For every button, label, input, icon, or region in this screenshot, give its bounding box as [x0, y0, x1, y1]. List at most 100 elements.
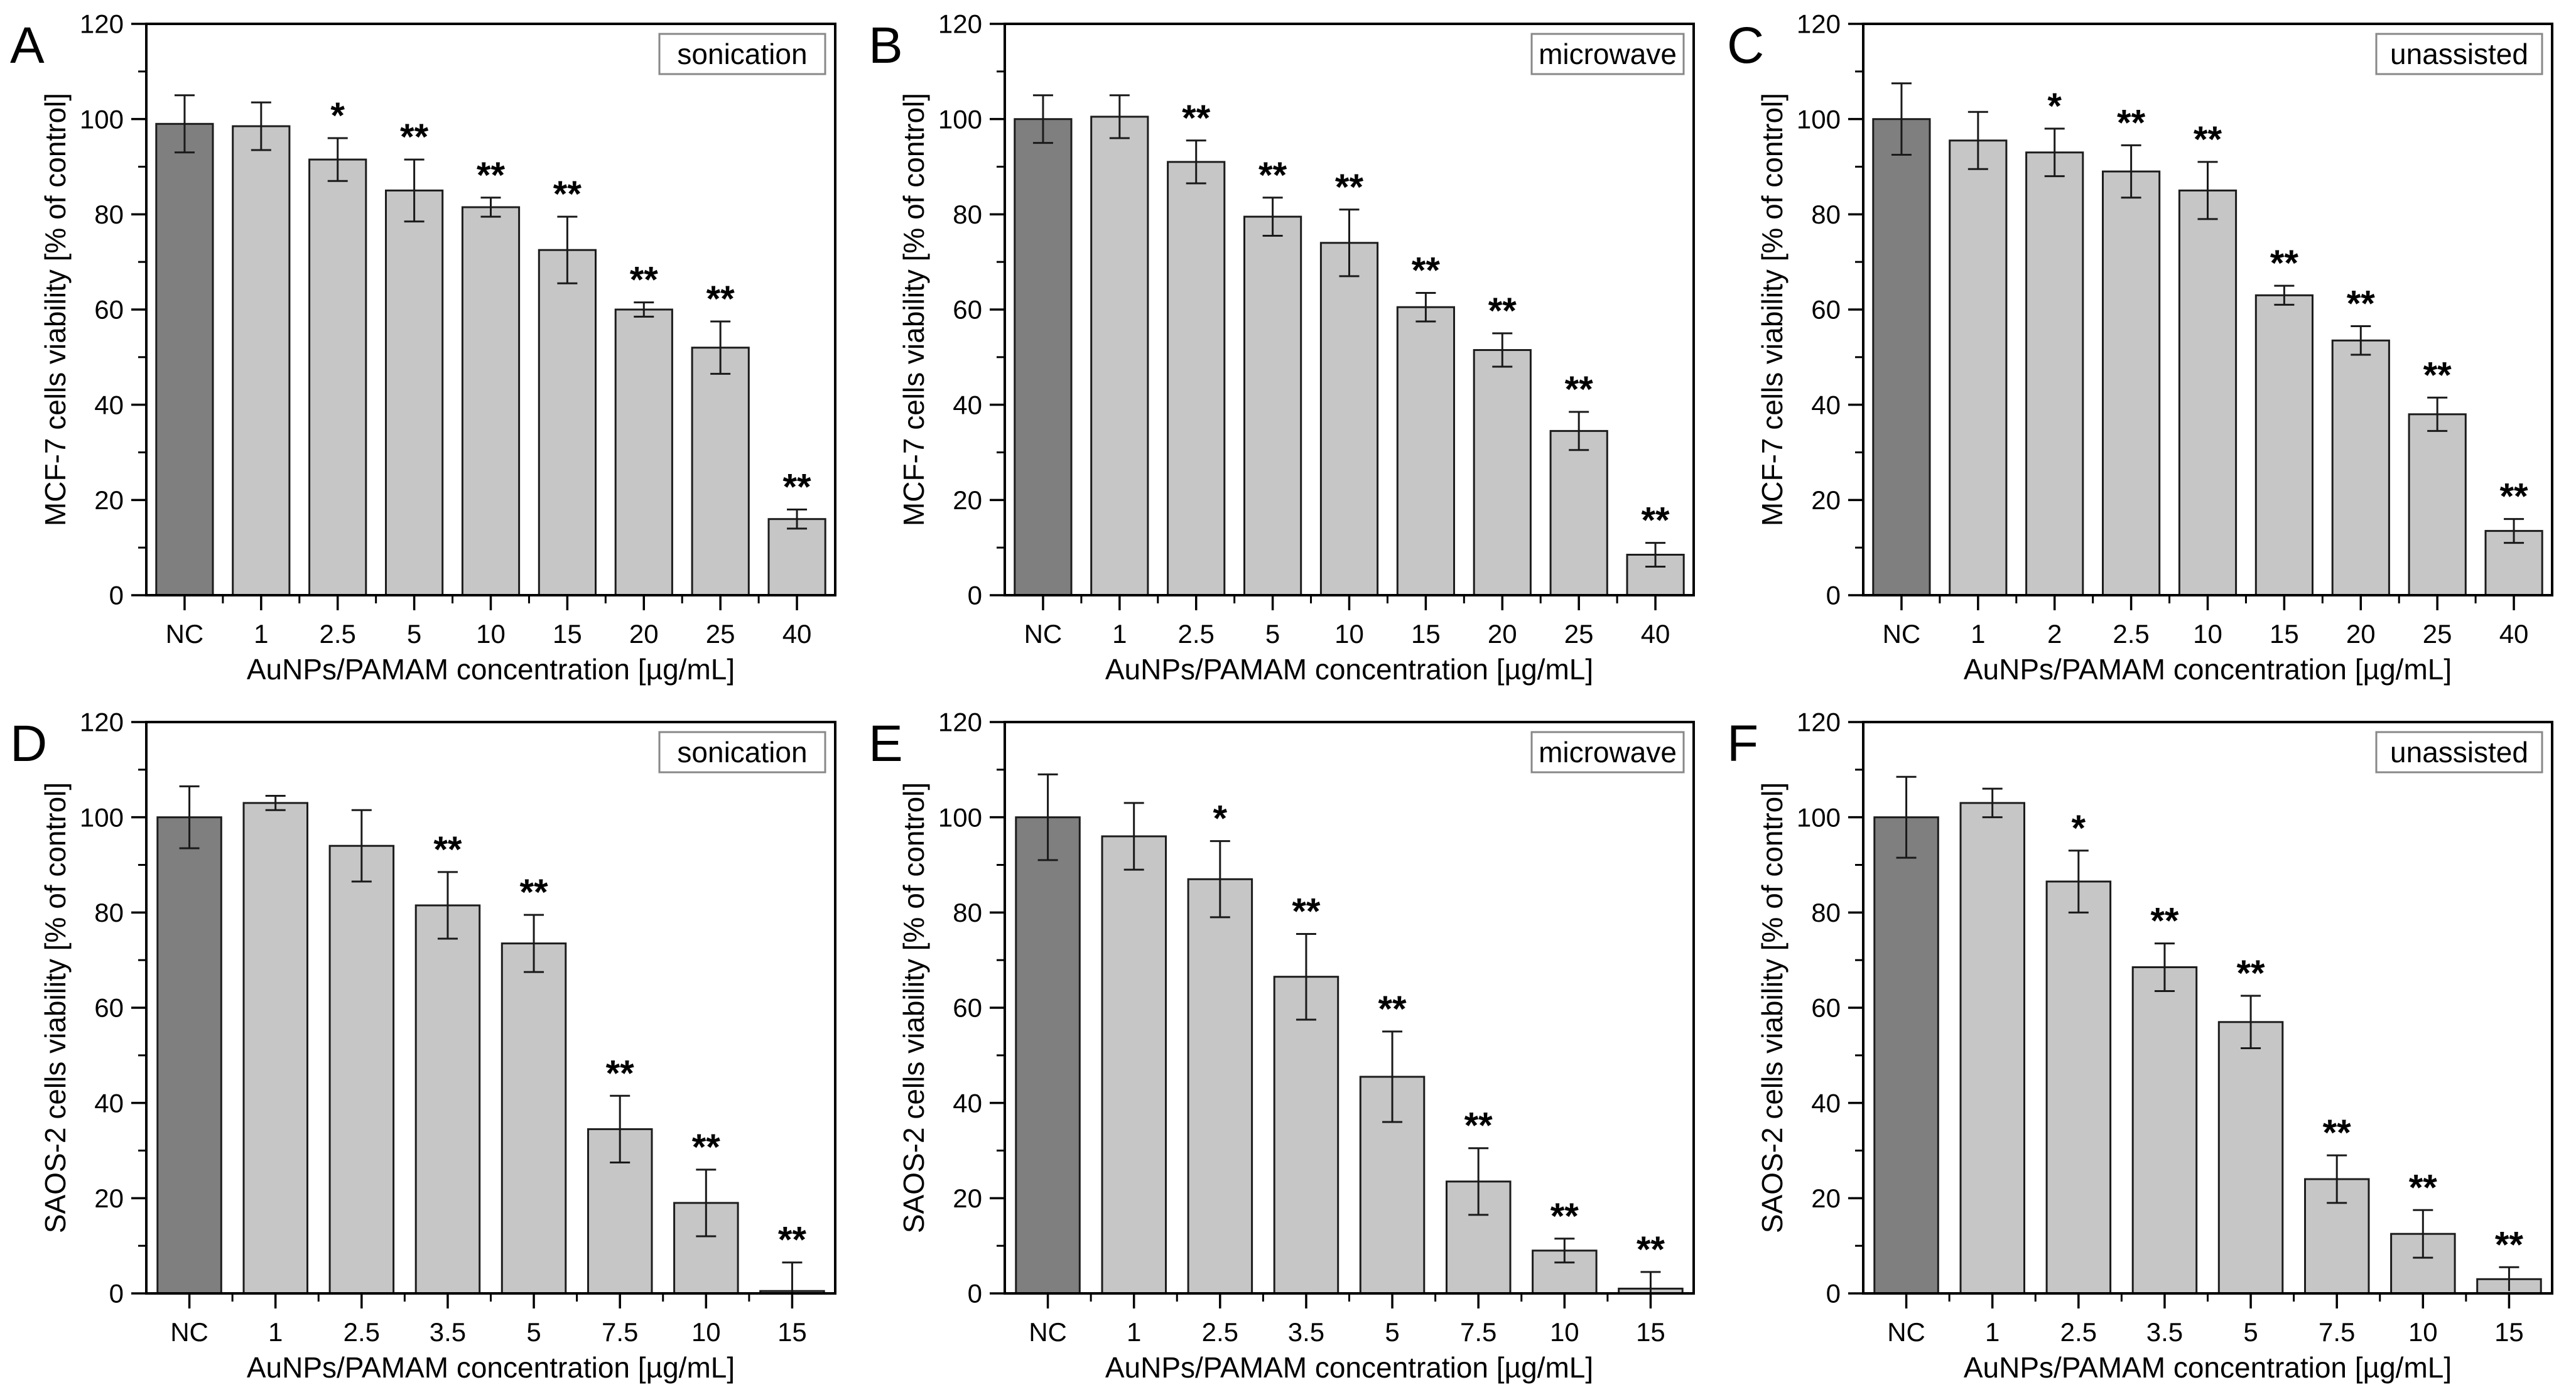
significance-marker: ** — [706, 279, 735, 320]
bar-10 — [461, 206, 521, 596]
y-tick-label: 120 — [1797, 9, 1841, 39]
y-axis-ticks: 0 20 40 60 80 100 120 — [938, 9, 1005, 610]
bar-2 — [2025, 151, 2084, 596]
panel-A-mcf7-sonication: 0 20 40 60 80 100 120 NC 1 2.5 5 10 15 20 25 40 * ** ** ** *… — [0, 0, 858, 698]
y-tick-label: 100 — [938, 802, 982, 832]
significance-marker: ** — [477, 155, 506, 196]
y-tick-label: 60 — [94, 993, 124, 1023]
y-tick-label: 80 — [953, 200, 982, 229]
significance-markers: ** ** ** ** ** ** ** — [1182, 98, 1670, 541]
bar-3.5 — [414, 904, 481, 1295]
significance-marker: ** — [553, 174, 582, 215]
x-tick-label: 5 — [2243, 1317, 2258, 1347]
bar-2.5 — [328, 844, 395, 1295]
panel-letter: D — [10, 715, 47, 772]
significance-marker: ** — [2194, 119, 2222, 160]
bar-1 — [1090, 116, 1149, 596]
significance-marker: ** — [400, 117, 429, 158]
bar-1 — [1959, 802, 2025, 1295]
plot-frame — [1004, 23, 1695, 596]
significance-marker: ** — [1412, 250, 1441, 291]
bar-NC — [156, 816, 222, 1295]
plot-frame — [1862, 23, 2553, 596]
x-axis-ticks: NC 1 2.5 3.5 5 7.5 10 15 — [1029, 1293, 1665, 1347]
x-tick-label: 10 — [2408, 1317, 2438, 1347]
plot-frame — [145, 721, 836, 1295]
x-tick-label: 1 — [1127, 1317, 1141, 1347]
panel-C-mcf7-unassisted: 0 20 40 60 80 100 120 NC 1 2 2.5 10 15 20 25 40 * ** ** ** *… — [1717, 0, 2575, 698]
x-tick-label: 40 — [2499, 619, 2529, 649]
legend: microwave — [1530, 731, 1685, 774]
bar-NC — [1015, 816, 1081, 1295]
panel-F-saos2-unassisted: 0 20 40 60 80 100 120 NC 1 2.5 3.5 5 7.5 10 15 * ** ** ** *… — [1717, 698, 2575, 1396]
plot-frame — [1862, 721, 2553, 1295]
x-tick-label: 5 — [407, 619, 421, 649]
y-tick-label: 80 — [94, 200, 124, 229]
x-axis-title: AuNPs/PAMAM concentration [µg/mL] — [247, 1351, 735, 1384]
y-axis-ticks: 0 20 40 60 80 100 120 — [1797, 708, 1863, 1308]
legend-label: microwave — [1539, 736, 1677, 769]
bar-NC — [1014, 118, 1073, 596]
significance-marker: ** — [1182, 98, 1211, 139]
significance-marker: ** — [1464, 1106, 1493, 1146]
y-tick-label: 20 — [953, 485, 982, 515]
significance-marker: ** — [606, 1053, 635, 1094]
x-tick-label: 25 — [2423, 619, 2452, 649]
error-bars — [1037, 773, 1661, 1293]
bar-2.5 — [308, 158, 367, 596]
y-tick-label: 60 — [1811, 295, 1841, 325]
y-tick-label: 100 — [80, 802, 124, 832]
y-tick-label: 40 — [94, 1088, 124, 1118]
legend-box — [1530, 33, 1685, 75]
significance-marker: ** — [2323, 1113, 2352, 1153]
legend: unassisted — [2375, 33, 2543, 75]
error-bars — [1891, 82, 2525, 544]
y-tick-label: 120 — [80, 708, 124, 737]
x-tick-label: 10 — [2193, 619, 2222, 649]
significance-marker: ** — [2495, 1224, 2524, 1265]
legend-label: unassisted — [2390, 736, 2528, 769]
significance-marker: ** — [1637, 1229, 1665, 1270]
bar-1 — [1101, 835, 1167, 1295]
significance-marker: ** — [1335, 167, 1364, 208]
y-tick-label: 20 — [94, 485, 124, 515]
panel-letter: E — [869, 715, 903, 772]
y-axis-title: SAOS-2 cells viability [% of control] — [897, 782, 930, 1233]
legend-label: sonication — [677, 736, 807, 769]
legend-box — [658, 731, 826, 774]
x-tick-label: 15 — [1636, 1317, 1665, 1347]
y-tick-label: 120 — [938, 9, 982, 39]
y-tick-label: 0 — [109, 1279, 124, 1308]
panel-B-mcf7-microwave: 0 20 40 60 80 100 120 NC 1 2.5 5 10 15 20 25 40 ** ** ** **… — [858, 0, 1717, 698]
significance-marker: * — [2047, 86, 2062, 127]
y-tick-label: 40 — [1811, 390, 1841, 419]
x-tick-label: 20 — [1488, 619, 1517, 649]
bar-NC — [1873, 816, 1939, 1295]
x-tick-label: 1 — [254, 619, 268, 649]
y-tick-label: 100 — [1797, 802, 1841, 832]
y-axis-title: MCF-7 cells viability [% of control] — [897, 93, 930, 526]
x-tick-label: 15 — [1411, 619, 1441, 649]
x-tick-label: 7.5 — [602, 1317, 638, 1347]
bar-20 — [2331, 339, 2390, 596]
bars — [1015, 816, 1684, 1295]
x-tick-label: NC — [1024, 619, 1063, 649]
x-tick-label: 3.5 — [430, 1317, 466, 1347]
bar-5 — [501, 942, 567, 1295]
x-tick-label: 5 — [526, 1317, 541, 1347]
bars — [156, 802, 825, 1295]
y-tick-label: 0 — [109, 581, 124, 610]
legend-label: microwave — [1539, 38, 1677, 70]
bar-2.5 — [1187, 878, 1253, 1295]
y-tick-label: 0 — [968, 1279, 982, 1308]
plot-frame — [145, 23, 836, 596]
y-tick-label: 20 — [1811, 1184, 1841, 1213]
y-tick-label: 100 — [938, 104, 982, 134]
significance-markers: *********** — [2072, 808, 2524, 1266]
legend: sonication — [658, 33, 826, 75]
y-tick-label: 80 — [94, 898, 124, 927]
bar-NC — [1872, 118, 1931, 596]
bar-5 — [2217, 1021, 2284, 1295]
